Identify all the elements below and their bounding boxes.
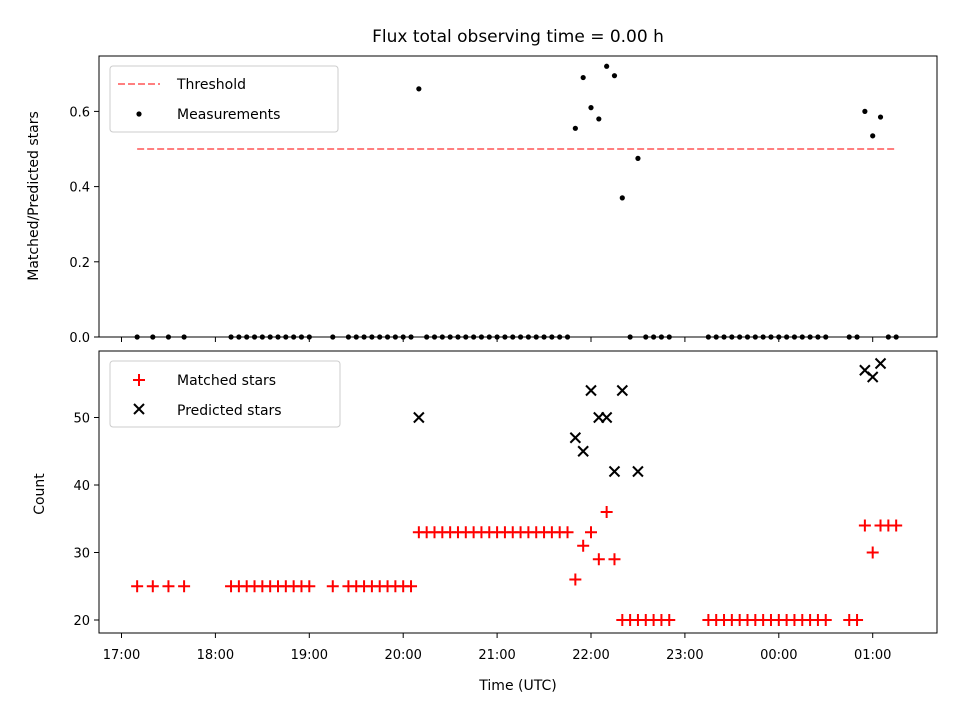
- bottom-panel: 20 30 40 50 17:00 18:00 19:00 20:00 21:00 22:00 23…: [73, 357, 903, 663]
- matched-star-point: [162, 580, 175, 593]
- bottom-y-axis-label: Count: [32, 473, 48, 515]
- legend-predicted-label: Predicted stars: [177, 403, 282, 419]
- measurement-point: [877, 114, 884, 120]
- legend-measurements-label: Measurements: [177, 107, 280, 123]
- predicted-star-point: [874, 357, 887, 370]
- matched-star-point: [890, 519, 903, 532]
- top-plot-frame: [98, 55, 938, 338]
- top-y-tick-label: 0.6: [69, 105, 90, 120]
- top-y-tick-label: 0.0: [69, 331, 90, 346]
- matched-star-point: [561, 526, 574, 539]
- measurement-point: [580, 74, 586, 81]
- predicted-star-point: [569, 432, 582, 444]
- matched-star-point: [131, 580, 144, 593]
- matched-star-point: [569, 573, 582, 586]
- matched-star-point: [858, 519, 871, 532]
- bottom-legend: Matched stars Predicted stars: [109, 360, 341, 428]
- predicted-star-point: [585, 384, 597, 397]
- legend-matched-label: Matched stars: [177, 373, 276, 389]
- predicted-star-point: [577, 445, 589, 457]
- matched-star-point: [585, 526, 597, 539]
- x-tick-label: 19:00: [291, 648, 328, 663]
- x-axis-label: Time (UTC): [478, 678, 556, 694]
- top-chart-title: Flux total observing time = 0.00 h: [372, 27, 664, 47]
- measurement-point: [604, 63, 610, 69]
- bottom-plot-frame: [98, 350, 938, 634]
- matched-star-point: [600, 506, 613, 518]
- matched-star-point: [663, 614, 676, 626]
- measurement-point: [596, 116, 602, 122]
- predicted-star-point: [632, 465, 644, 478]
- predicted-star-point: [600, 411, 613, 424]
- legend-predicted-swatch: [133, 403, 145, 415]
- matched-star-point: [608, 553, 621, 566]
- matched-star-point: [178, 580, 191, 593]
- measurement-point: [870, 133, 876, 139]
- bottom-y-tick-label: 40: [73, 479, 90, 494]
- measurement-point: [416, 86, 422, 92]
- predicted-star-point: [866, 371, 879, 383]
- bottom-legend-box: [109, 360, 341, 428]
- measurement-point: [862, 108, 868, 114]
- x-tick-label: 23:00: [666, 648, 703, 663]
- legend-matched-swatch: [133, 374, 145, 386]
- predicted-star-point: [413, 411, 425, 424]
- top-y-tick-label: 0.2: [69, 256, 90, 271]
- bottom-y-tick-label: 30: [73, 547, 90, 562]
- top-legend-box: [109, 65, 339, 133]
- measurement-point: [619, 195, 625, 201]
- predicted-star-point: [616, 384, 629, 397]
- matched-star-point: [146, 580, 159, 593]
- predicted-star-point: [608, 465, 621, 478]
- legend-threshold-label: Threshold: [176, 77, 246, 93]
- matched-star-point: [851, 614, 864, 626]
- top-y-axis-label: Matched/Predicted stars: [26, 111, 42, 281]
- matched-star-point: [303, 580, 316, 593]
- matched-star-point: [819, 614, 832, 626]
- top-legend: Threshold Measurements: [109, 65, 339, 133]
- bottom-y-tick-label: 20: [73, 614, 90, 629]
- measurement-point: [588, 105, 594, 111]
- legend-measurements-swatch: [136, 111, 142, 117]
- x-tick-label: 20:00: [384, 648, 421, 663]
- matched-star-point: [866, 546, 879, 559]
- x-tick-label: 17:00: [103, 648, 140, 663]
- matched-star-point: [577, 539, 590, 552]
- matched-star-point: [592, 553, 605, 566]
- matched-star-point: [405, 580, 418, 593]
- x-tick-label: 01:00: [854, 648, 891, 663]
- x-tick-label: 21:00: [478, 648, 515, 663]
- measurement-point: [572, 125, 578, 131]
- bottom-y-tick-label: 50: [73, 412, 90, 427]
- measurement-point: [611, 73, 618, 79]
- measurement-point: [635, 155, 641, 161]
- matched-star-point: [326, 580, 339, 593]
- top-y-tick-label: 0.4: [69, 181, 90, 196]
- x-tick-label: 22:00: [572, 648, 609, 663]
- x-tick-label: 00:00: [760, 648, 797, 663]
- x-tick-label: 18:00: [197, 648, 234, 663]
